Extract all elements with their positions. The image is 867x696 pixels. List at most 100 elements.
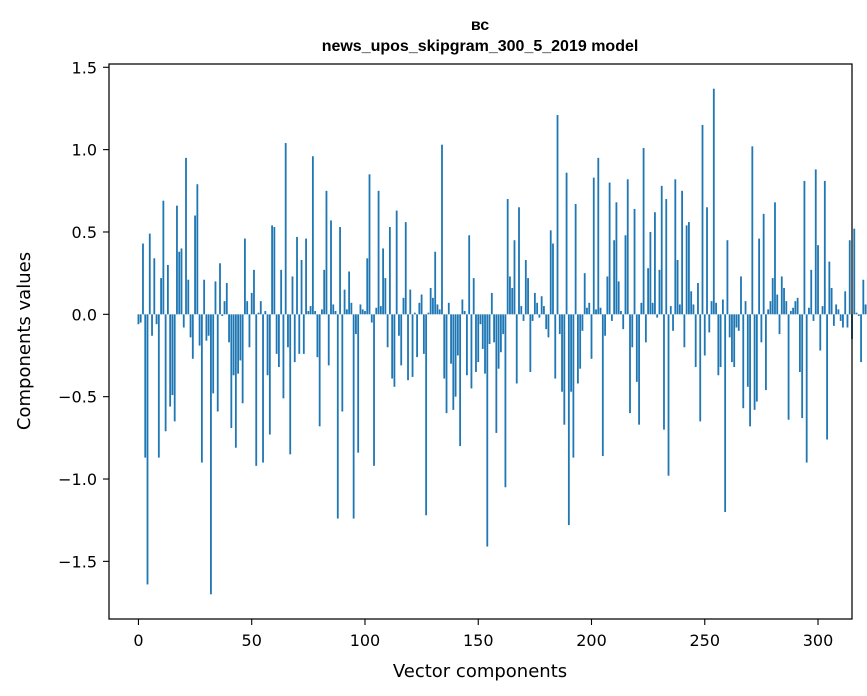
- bar-266: [740, 276, 742, 315]
- bar-86: [332, 304, 335, 315]
- y-axis-label: Components values: [14, 252, 35, 430]
- bar-306: [830, 287, 833, 315]
- bar-229: [656, 314, 659, 318]
- bar-195: [579, 314, 582, 369]
- bar-267: [742, 314, 745, 409]
- bar-78: [314, 311, 317, 315]
- bar-302: [821, 306, 824, 315]
- bar-129: [429, 287, 432, 315]
- bar-311: [842, 314, 844, 328]
- bar-23: [189, 314, 192, 338]
- bar-87: [334, 311, 337, 315]
- bar-208: [608, 182, 611, 315]
- bar-277: [765, 314, 767, 391]
- bar-148: [472, 278, 475, 315]
- y-tick-label-4: 0.5: [72, 223, 97, 242]
- bar-249: [701, 124, 704, 315]
- bar-283: [778, 314, 781, 335]
- bar-150: [477, 314, 480, 363]
- bar-226: [649, 231, 652, 315]
- bar-126: [422, 314, 425, 354]
- bar-127: [425, 314, 428, 516]
- bar-136: [445, 314, 448, 414]
- bar-57: [266, 314, 269, 376]
- bar-93: [348, 271, 351, 315]
- bar-39: [225, 283, 228, 315]
- bar-14: [169, 314, 172, 407]
- bar-217: [629, 314, 631, 414]
- bar-284: [780, 276, 783, 315]
- bar-144: [463, 311, 466, 315]
- bar-115: [398, 314, 400, 336]
- bar-96: [355, 314, 357, 335]
- bar-280: [771, 278, 774, 315]
- bar-224: [644, 314, 647, 343]
- bar-313: [846, 314, 849, 328]
- bar-44: [237, 314, 240, 374]
- bar-247: [697, 283, 699, 315]
- bar-128: [427, 312, 430, 315]
- bar-298: [812, 314, 815, 321]
- bar-55: [262, 314, 264, 463]
- bar-99: [361, 309, 364, 315]
- bar-231: [660, 185, 663, 315]
- bar-27: [198, 314, 201, 346]
- bar-10: [160, 278, 162, 315]
- bar-58: [268, 314, 271, 435]
- bar-295: [805, 314, 808, 463]
- y-tick-label-5: 1.0: [72, 141, 97, 160]
- bar-132: [436, 304, 439, 315]
- bar-251: [706, 207, 708, 315]
- bar-175: [533, 292, 536, 315]
- bar-75: [307, 311, 310, 315]
- x-tick-label-2: 100: [350, 631, 381, 650]
- chart-title: вс: [471, 17, 489, 34]
- bar-257: [719, 314, 722, 368]
- bar-5: [148, 233, 151, 315]
- y-axis-ticks: −1.5 −1.0 −0.5 0.0 0.5 1.0 1.5: [58, 58, 109, 571]
- bar-189: [565, 172, 568, 315]
- bar-176: [536, 302, 539, 315]
- bar-135: [443, 314, 446, 379]
- bar-234: [667, 314, 670, 476]
- bar-265: [737, 314, 740, 331]
- bar-269: [746, 314, 749, 387]
- bar-275: [760, 314, 763, 343]
- x-tick-label-1: 50: [242, 631, 262, 650]
- bar-221: [638, 314, 640, 425]
- bar-83: [325, 190, 328, 315]
- bar-84: [327, 314, 330, 366]
- bar-118: [404, 222, 407, 315]
- x-tick-label-0: 0: [133, 631, 143, 650]
- bar-308: [835, 304, 838, 315]
- bar-253: [710, 301, 713, 315]
- bar-77: [311, 156, 314, 315]
- bar-312: [844, 291, 847, 315]
- bar-50: [250, 292, 253, 315]
- bar-276: [762, 213, 765, 315]
- bar-286: [785, 301, 788, 315]
- bar-109: [384, 278, 387, 315]
- bar-156: [490, 292, 493, 315]
- bar-107: [379, 306, 382, 315]
- bar-45: [239, 314, 242, 361]
- bar-3: [144, 314, 147, 458]
- bar-17: [176, 205, 178, 315]
- bar-147: [470, 314, 473, 389]
- bar-9: [157, 314, 160, 458]
- bar-131: [434, 251, 437, 315]
- bar-4: [146, 314, 149, 585]
- bar-227: [651, 302, 654, 315]
- bar-105: [375, 307, 378, 315]
- bar-38: [223, 301, 226, 315]
- plot-frame: [108, 63, 853, 620]
- bar-278: [767, 309, 770, 315]
- bar-268: [744, 301, 747, 315]
- bar-89: [339, 227, 341, 315]
- bar-153: [484, 314, 486, 374]
- bar-317: [855, 312, 858, 315]
- bar-142: [459, 314, 462, 447]
- bar-309: [837, 309, 840, 315]
- bar-151: [479, 314, 482, 325]
